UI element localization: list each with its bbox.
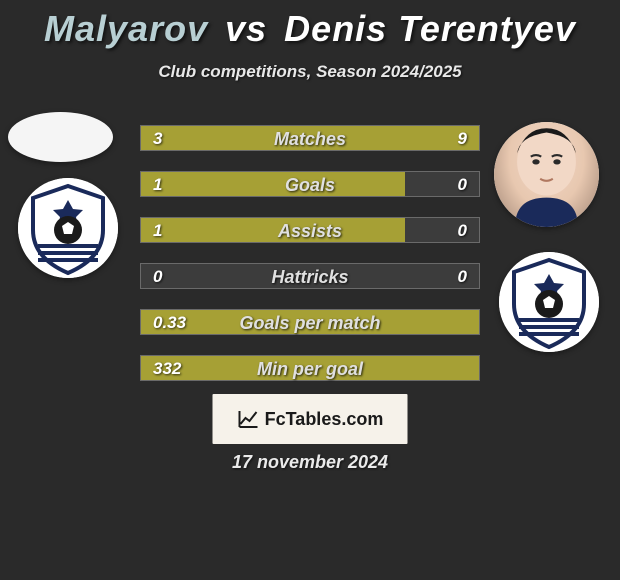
vs-label: vs bbox=[225, 8, 267, 49]
player1-avatar bbox=[8, 112, 113, 162]
player2-name: Denis Terentyev bbox=[284, 8, 576, 49]
comparison-title: Malyarov vs Denis Terentyev bbox=[0, 0, 620, 50]
stat-bar-row: 39Matches bbox=[140, 125, 480, 151]
shield-club-icon bbox=[18, 178, 118, 278]
stat-label: Min per goal bbox=[141, 356, 479, 382]
subtitle: Club competitions, Season 2024/2025 bbox=[0, 62, 620, 82]
stat-label: Goals bbox=[141, 172, 479, 198]
player-photo-icon bbox=[494, 122, 599, 227]
stat-bar-row: 10Goals bbox=[140, 171, 480, 197]
stat-label: Hattricks bbox=[141, 264, 479, 290]
stat-bar-row: 0.33Goals per match bbox=[140, 309, 480, 335]
date-label: 17 november 2024 bbox=[0, 452, 620, 473]
player1-club-logo bbox=[18, 178, 118, 278]
shield-club-icon bbox=[499, 252, 599, 352]
stat-bars: 39Matches 10Goals 10Assists 00Hattricks 0.33… bbox=[140, 125, 480, 401]
branding-text: FcTables.com bbox=[265, 409, 384, 430]
stat-label: Goals per match bbox=[141, 310, 479, 336]
player1-name: Malyarov bbox=[44, 8, 208, 49]
player2-avatar bbox=[494, 122, 599, 227]
stat-bar-row: 332Min per goal bbox=[140, 355, 480, 381]
stat-bar-row: 10Assists bbox=[140, 217, 480, 243]
stat-label: Matches bbox=[141, 126, 479, 152]
stat-bar-row: 00Hattricks bbox=[140, 263, 480, 289]
player2-club-logo bbox=[499, 252, 599, 352]
branding-badge: FcTables.com bbox=[213, 394, 408, 444]
chart-line-icon bbox=[237, 407, 261, 431]
stat-label: Assists bbox=[141, 218, 479, 244]
